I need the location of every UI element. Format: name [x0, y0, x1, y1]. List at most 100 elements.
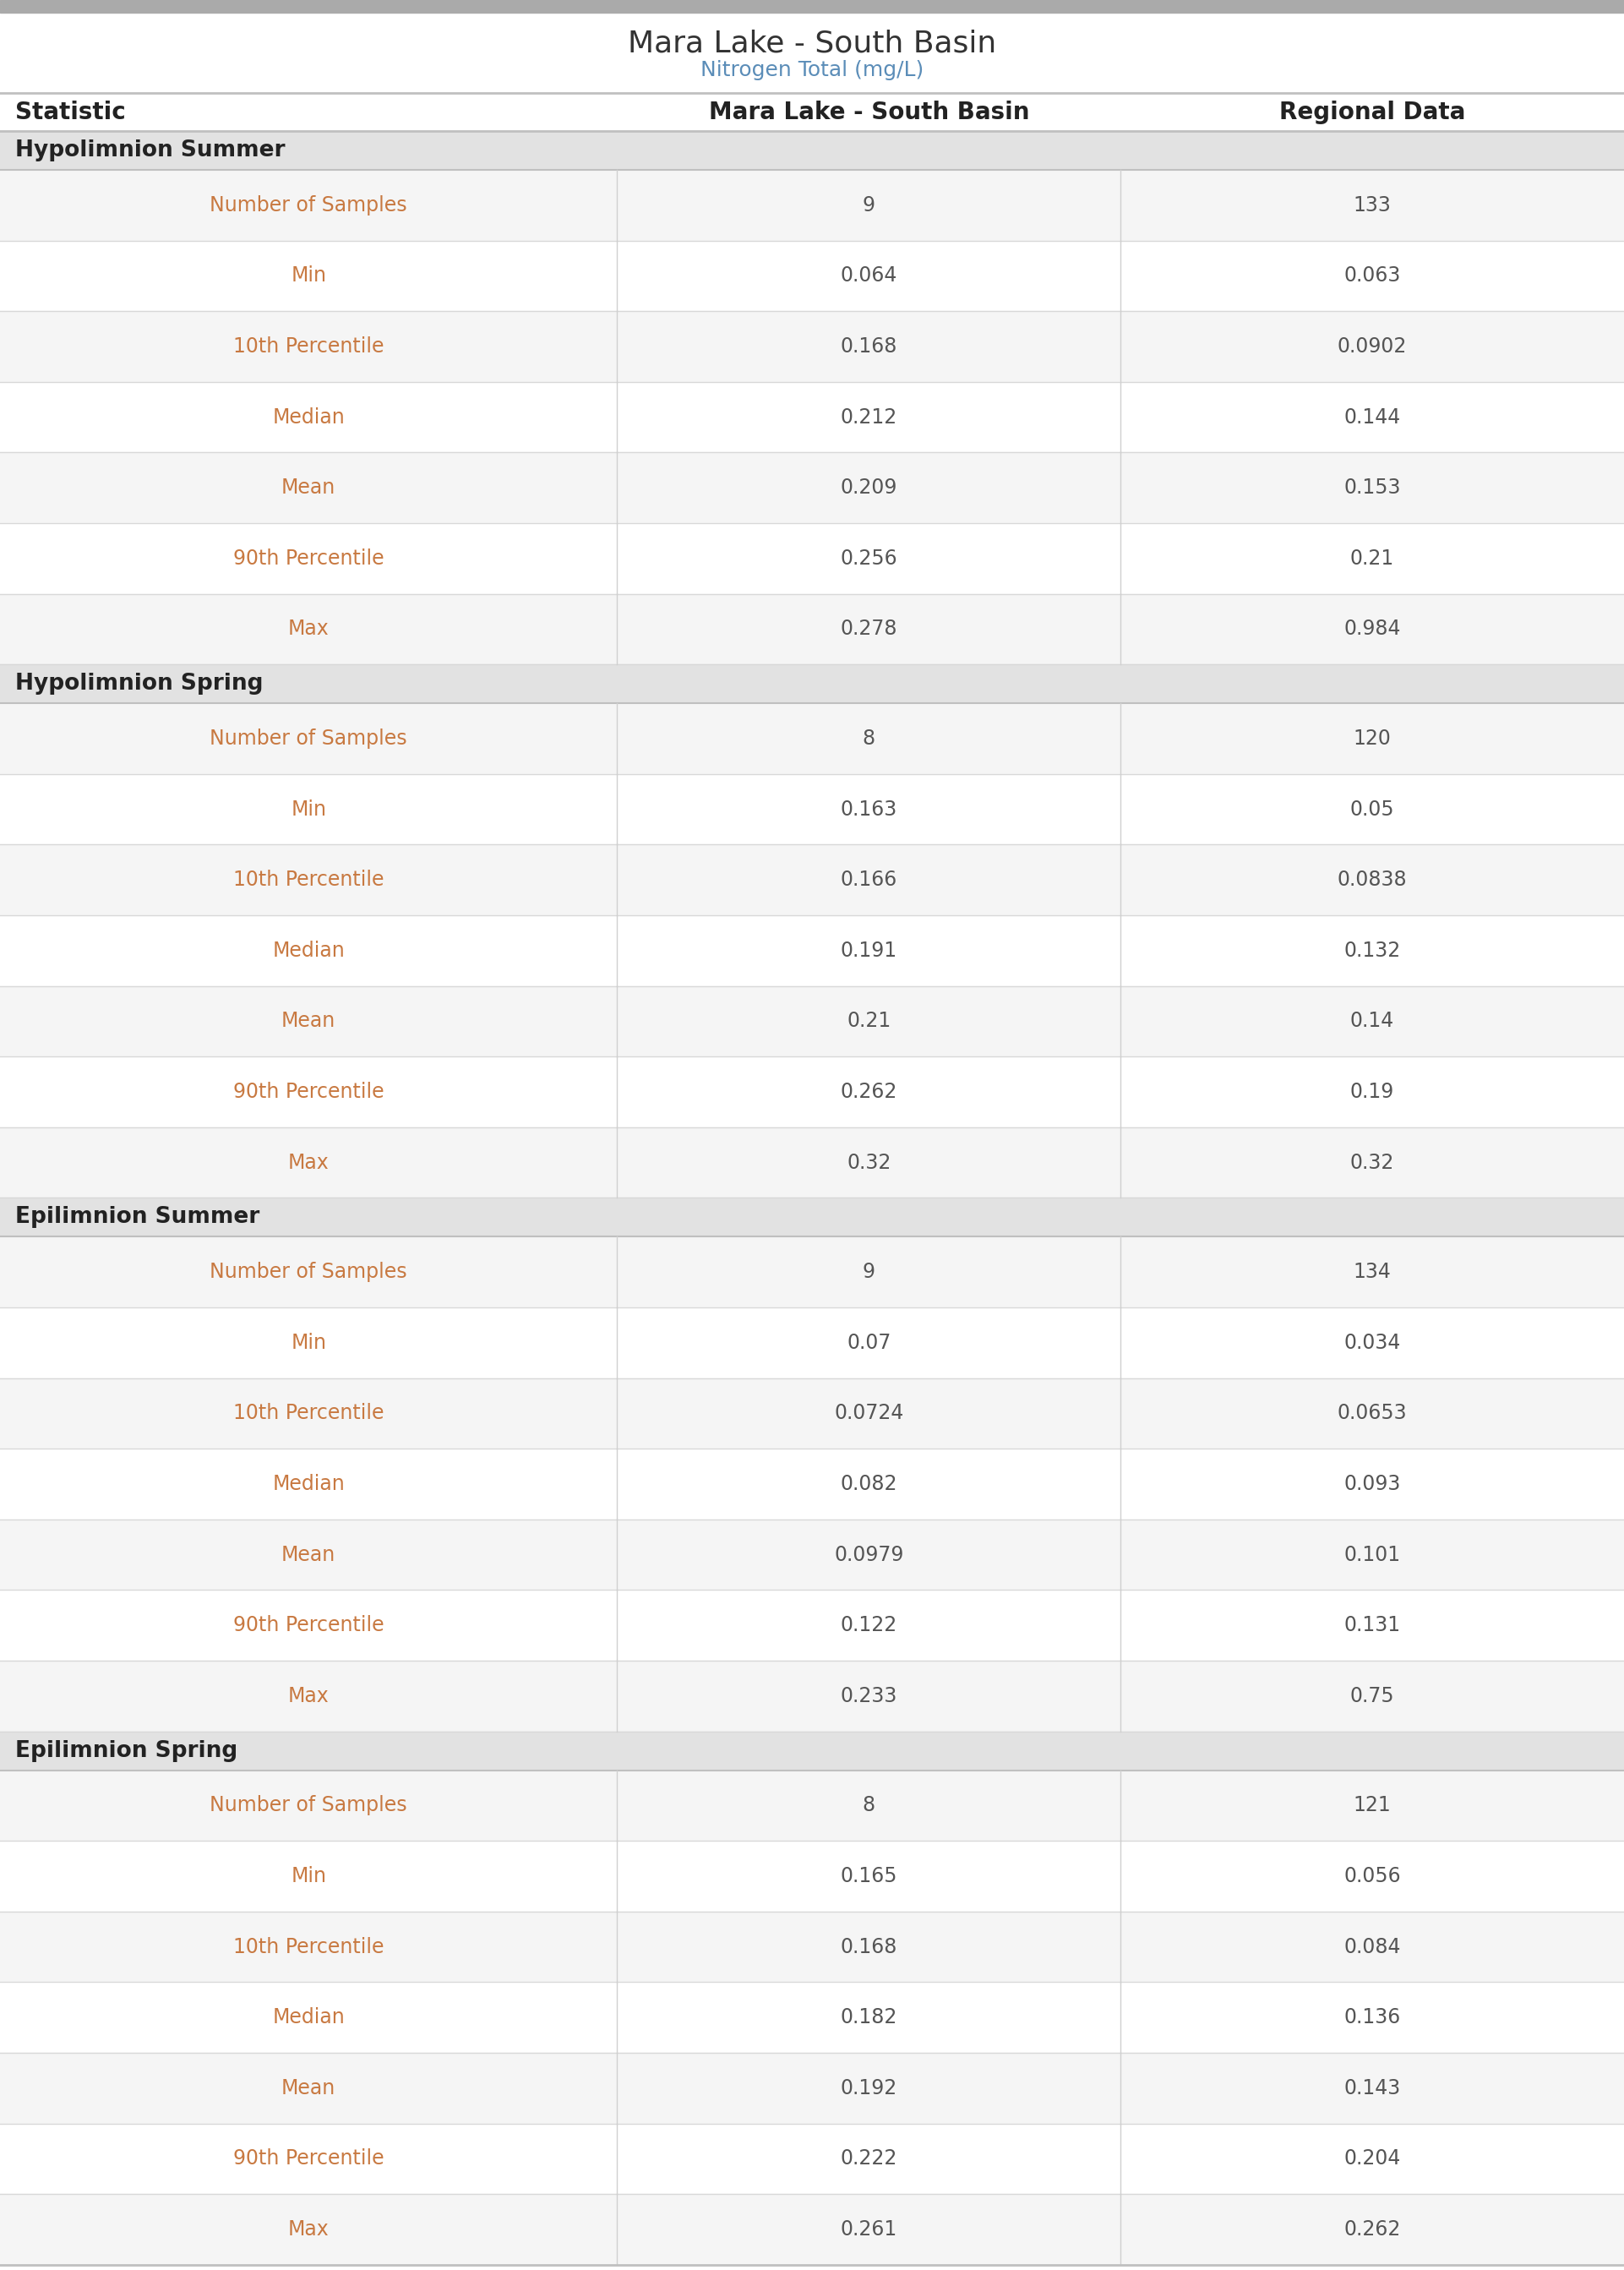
Text: 0.233: 0.233 [840, 1687, 898, 1707]
Text: Statistic: Statistic [15, 100, 125, 125]
Text: 0.32: 0.32 [846, 1153, 892, 1174]
Text: Min: Min [291, 266, 326, 286]
Bar [0, 1982, 1624, 2052]
Text: 0.0902: 0.0902 [1338, 336, 1406, 356]
Text: Median: Median [273, 2007, 344, 2027]
Bar [0, 595, 1624, 665]
Text: 0.064: 0.064 [840, 266, 898, 286]
Text: 0.262: 0.262 [840, 1083, 898, 1101]
Text: 9: 9 [862, 195, 875, 216]
Text: Min: Min [291, 1332, 326, 1353]
Text: 0.32: 0.32 [1350, 1153, 1395, 1174]
Text: Hypolimnion Summer: Hypolimnion Summer [15, 138, 286, 161]
Text: 0.093: 0.093 [1343, 1473, 1402, 1494]
Text: Median: Median [273, 406, 344, 427]
Text: Max: Max [287, 1153, 330, 1174]
Text: 0.256: 0.256 [840, 549, 898, 568]
Text: Number of Samples: Number of Samples [209, 729, 408, 749]
Text: 90th Percentile: 90th Percentile [234, 549, 383, 568]
Bar [0, 1841, 1624, 1911]
Text: 0.153: 0.153 [1343, 477, 1402, 497]
Text: 120: 120 [1353, 729, 1392, 749]
Text: Mara Lake - South Basin: Mara Lake - South Basin [708, 100, 1030, 125]
Bar [0, 1519, 1624, 1589]
Text: 0.084: 0.084 [1343, 1936, 1402, 1957]
Text: Epilimnion Spring: Epilimnion Spring [15, 1739, 237, 1762]
Text: 0.14: 0.14 [1350, 1010, 1395, 1031]
Text: 0.082: 0.082 [840, 1473, 898, 1494]
Bar [0, 1771, 1624, 1841]
Text: 121: 121 [1353, 1796, 1392, 1816]
Text: Hypolimnion Spring: Hypolimnion Spring [15, 672, 263, 695]
Bar [0, 311, 1624, 381]
Text: 0.212: 0.212 [841, 406, 896, 427]
Text: Mean: Mean [281, 1544, 336, 1564]
Text: 0.165: 0.165 [840, 1866, 898, 1886]
Text: 0.131: 0.131 [1345, 1616, 1400, 1634]
Text: 0.204: 0.204 [1343, 2150, 1402, 2168]
Text: 0.168: 0.168 [840, 336, 898, 356]
Text: Number of Samples: Number of Samples [209, 1262, 408, 1283]
Text: 0.143: 0.143 [1345, 2077, 1400, 2097]
Text: Number of Samples: Number of Samples [209, 195, 408, 216]
Text: 10th Percentile: 10th Percentile [234, 1403, 383, 1423]
Text: Max: Max [287, 2220, 330, 2240]
Bar [0, 1911, 1624, 1982]
Bar [0, 452, 1624, 522]
Bar [0, 2122, 1624, 2195]
Text: 10th Percentile: 10th Percentile [234, 869, 383, 890]
Text: Min: Min [291, 799, 326, 819]
Text: 90th Percentile: 90th Percentile [234, 1083, 383, 1101]
Text: 0.0838: 0.0838 [1338, 869, 1406, 890]
Text: 0.101: 0.101 [1345, 1544, 1400, 1564]
Text: 0.192: 0.192 [841, 2077, 896, 2097]
Bar [0, 1378, 1624, 1448]
Text: 10th Percentile: 10th Percentile [234, 336, 383, 356]
Text: 8: 8 [862, 729, 875, 749]
Text: 0.063: 0.063 [1343, 266, 1402, 286]
Bar [0, 1662, 1624, 1732]
Text: 0.182: 0.182 [840, 2007, 898, 2027]
Text: 90th Percentile: 90th Percentile [234, 1616, 383, 1634]
Text: 0.122: 0.122 [841, 1616, 896, 1634]
Text: Mean: Mean [281, 477, 336, 497]
Text: 0.222: 0.222 [840, 2150, 898, 2168]
Text: 8: 8 [862, 1796, 875, 1816]
Bar [0, 2052, 1624, 2122]
Bar [0, 1056, 1624, 1128]
Text: 0.261: 0.261 [841, 2220, 896, 2240]
Text: 0.05: 0.05 [1350, 799, 1395, 819]
Bar [0, 1199, 1624, 1237]
Text: 0.168: 0.168 [840, 1936, 898, 1957]
Bar [0, 1128, 1624, 1199]
Bar [0, 1237, 1624, 1308]
Text: Nitrogen Total (mg/L): Nitrogen Total (mg/L) [700, 61, 924, 82]
Text: 0.132: 0.132 [1345, 940, 1400, 960]
Text: 0.21: 0.21 [846, 1010, 892, 1031]
Text: 0.136: 0.136 [1345, 2007, 1400, 2027]
Text: 0.209: 0.209 [840, 477, 898, 497]
Text: 0.191: 0.191 [841, 940, 896, 960]
Bar [0, 1308, 1624, 1378]
Text: 0.034: 0.034 [1343, 1332, 1402, 1353]
Text: Median: Median [273, 940, 344, 960]
Text: Epilimnion Summer: Epilimnion Summer [15, 1205, 260, 1228]
Text: 0.0724: 0.0724 [835, 1403, 903, 1423]
Bar [0, 915, 1624, 985]
Text: Min: Min [291, 1866, 326, 1886]
Bar [0, 704, 1624, 774]
Text: 133: 133 [1353, 195, 1392, 216]
Bar [0, 985, 1624, 1056]
Text: 0.163: 0.163 [841, 799, 896, 819]
Text: Mara Lake - South Basin: Mara Lake - South Basin [628, 30, 996, 57]
Bar [0, 93, 1624, 132]
Text: Max: Max [287, 620, 330, 640]
Bar [0, 774, 1624, 844]
Bar [0, 1448, 1624, 1519]
Bar [0, 0, 1624, 14]
Text: 0.19: 0.19 [1350, 1083, 1395, 1101]
Bar [0, 1732, 1624, 1771]
Text: Mean: Mean [281, 2077, 336, 2097]
Text: 0.0979: 0.0979 [835, 1544, 903, 1564]
Bar [0, 665, 1624, 704]
